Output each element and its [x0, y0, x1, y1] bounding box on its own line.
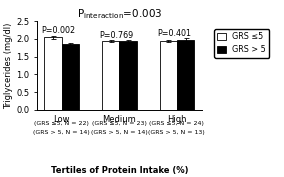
Text: P=0.769: P=0.769 — [99, 31, 133, 40]
Text: (GRS ≤5, N = 23): (GRS ≤5, N = 23) — [92, 121, 147, 126]
Bar — [44, 37, 62, 110]
Text: P=0.401: P=0.401 — [157, 29, 191, 38]
Text: (GRS > 5, N = 14): (GRS > 5, N = 14) — [91, 130, 148, 135]
Text: (GRS > 5, N = 13): (GRS > 5, N = 13) — [149, 130, 205, 135]
Bar — [177, 40, 194, 110]
Bar — [62, 44, 79, 110]
Y-axis label: Triglycerides (mg/dl): Triglycerides (mg/dl) — [4, 22, 13, 109]
Text: P=0.002: P=0.002 — [42, 26, 76, 35]
Legend: GRS ≤5, GRS > 5: GRS ≤5, GRS > 5 — [214, 29, 270, 58]
Text: (GRS > 5, N = 14): (GRS > 5, N = 14) — [33, 130, 90, 135]
Bar — [119, 41, 137, 110]
Text: Tertiles of Protein Intake (%): Tertiles of Protein Intake (%) — [51, 166, 188, 175]
Bar — [160, 41, 177, 110]
Text: (GRS ≤5, N = 22): (GRS ≤5, N = 22) — [34, 121, 89, 126]
Bar — [102, 41, 119, 110]
Title: P$_\mathrm{interaction}$=0.003: P$_\mathrm{interaction}$=0.003 — [77, 7, 162, 21]
Text: (GRS ≤5, N = 24): (GRS ≤5, N = 24) — [149, 121, 204, 126]
